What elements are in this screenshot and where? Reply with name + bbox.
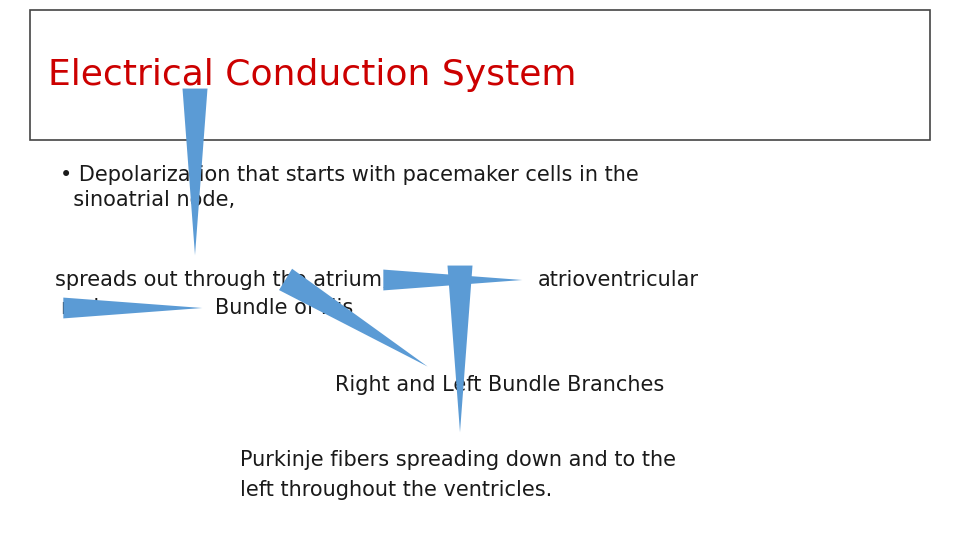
Text: Purkinje fibers spreading down and to the: Purkinje fibers spreading down and to th… [240,450,676,470]
Text: sinoatrial node,: sinoatrial node, [60,190,235,210]
Text: • Depolarization that starts with pacemaker cells in the: • Depolarization that starts with pacema… [60,165,638,185]
Text: node: node [60,298,112,318]
Text: Right and Left Bundle Branches: Right and Left Bundle Branches [335,375,664,395]
FancyBboxPatch shape [30,10,930,140]
Text: spreads out through the atrium,: spreads out through the atrium, [55,270,389,290]
Text: atrioventricular: atrioventricular [538,270,699,290]
Text: left throughout the ventricles.: left throughout the ventricles. [240,480,552,500]
Text: Bundle of His: Bundle of His [215,298,353,318]
Text: Electrical Conduction System: Electrical Conduction System [48,58,577,92]
